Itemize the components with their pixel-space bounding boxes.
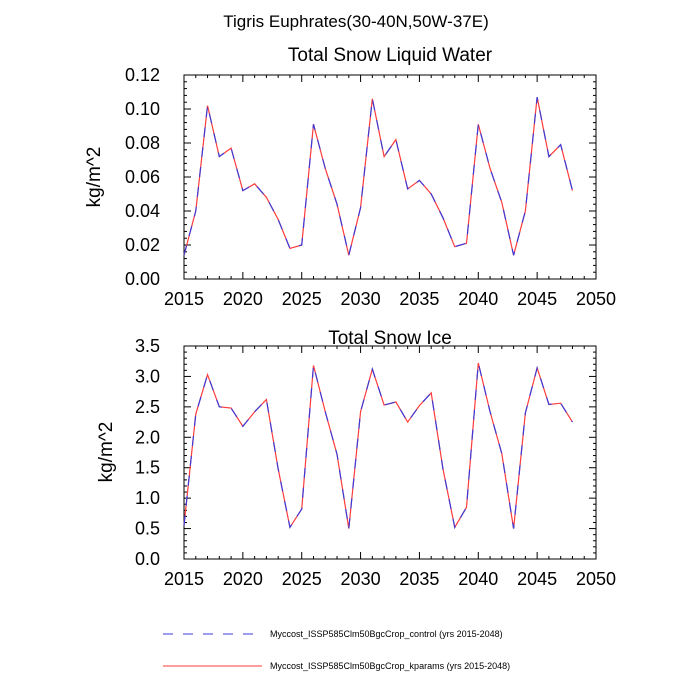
y-tick-label: 3.0 — [135, 366, 160, 386]
y-tick-label: 0.00 — [125, 269, 160, 289]
y-tick-label: 1.5 — [135, 458, 160, 478]
legend-label-kparams: Myccost_ISSP585Clm50BgcCrop_kparams (yrs… — [270, 661, 510, 671]
y-tick-label: 0.12 — [125, 65, 160, 85]
x-tick-label: 2035 — [399, 289, 439, 309]
x-tick-label: 2030 — [341, 569, 381, 589]
y-axis-label: kg/m^2 — [96, 422, 117, 483]
y-tick-label: 0.08 — [125, 133, 160, 153]
panel-title: Total Snow Ice — [328, 328, 452, 349]
series-line-kparams-liquid-water — [183, 96, 574, 256]
y-tick-label: 2.0 — [135, 427, 160, 447]
x-tick-label: 2025 — [282, 569, 322, 589]
y-axis-label: kg/m^2 — [84, 147, 105, 208]
x-tick-label: 2030 — [341, 289, 381, 309]
x-tick-label: 2045 — [517, 289, 557, 309]
x-tick-label: 2040 — [458, 569, 498, 589]
x-tick-label: 2050 — [576, 289, 616, 309]
x-tick-label: 2035 — [399, 569, 439, 589]
x-tick-label: 2040 — [458, 289, 498, 309]
x-tick-label: 2015 — [164, 289, 204, 309]
x-tick-label: 2020 — [223, 569, 263, 589]
series-line-control-ice — [183, 362, 573, 530]
y-tick-label: 0.04 — [125, 201, 160, 221]
x-tick-label: 2045 — [517, 569, 557, 589]
figure-title: Tigris Euphrates(30-40N,50W-37E) — [223, 12, 489, 31]
plot-frame — [183, 74, 597, 280]
y-tick-label: 2.5 — [135, 397, 160, 417]
y-tick-label: 1.0 — [135, 488, 160, 508]
panel-snow-liquid-water: Total Snow Liquid Water kg/m^2 2015 2020 202… — [84, 45, 616, 309]
x-tick-label: 2015 — [164, 569, 204, 589]
legend-label-control: Myccost_ISSP585Clm50BgcCrop_control (yrs… — [270, 629, 503, 639]
y-tick-label: 0.5 — [135, 519, 160, 539]
x-tick-label: 2020 — [223, 289, 263, 309]
y-tick-label: 0.02 — [125, 235, 160, 255]
series-line-control-liquid-water — [183, 96, 574, 256]
x-tick-label: 2025 — [282, 289, 322, 309]
plot-frame — [183, 345, 597, 560]
y-tick-label: 0.10 — [125, 99, 160, 119]
y-tick-label: 0.0 — [135, 549, 160, 569]
legend: Myccost_ISSP585Clm50BgcCrop_control (yrs… — [163, 629, 510, 671]
y-tick-label: 3.5 — [135, 336, 160, 356]
panel-snow-ice: Total Snow Ice kg/m^2 2015 2020 2025 2030 2035… — [96, 328, 616, 589]
x-tick-label: 2050 — [576, 569, 616, 589]
panel-title: Total Snow Liquid Water — [288, 45, 493, 66]
y-tick-label: 0.06 — [125, 167, 160, 187]
